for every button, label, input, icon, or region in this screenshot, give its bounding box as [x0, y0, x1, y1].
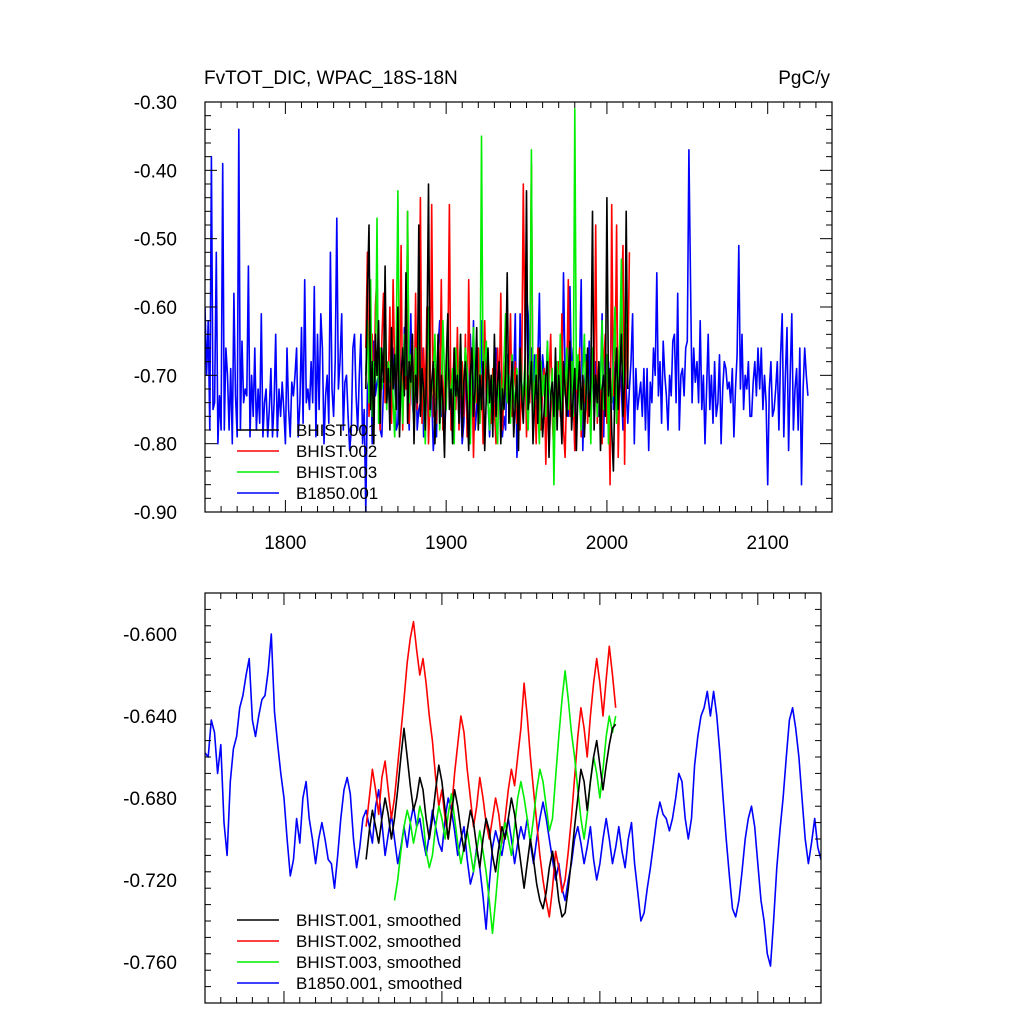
series-line-b1850-001-smoothed — [205, 633, 821, 967]
y-tick-label-m0p76: -0.760 — [123, 953, 177, 974]
plot-frame — [204, 592, 822, 1004]
x-tick-label-1900: 1900 — [425, 533, 467, 554]
series-line-bhist-001-smoothed — [365, 723, 617, 918]
chart-title: FvTOT_DIC, WPAC_18S-18N — [204, 68, 458, 89]
legend-label: BHIST.001, smoothed — [296, 911, 461, 930]
y-tick-label-m0p8: -0.80 — [134, 435, 177, 456]
series-lines — [205, 108, 809, 512]
y-tick-label-m0p9: -0.90 — [134, 503, 177, 524]
legend-label: B1850.001, smoothed — [296, 974, 462, 993]
y-tick-label-m0p3: -0.30 — [134, 93, 177, 114]
x-tick-label-1800: 1800 — [264, 533, 306, 554]
legend-label: BHIST.001 — [296, 421, 377, 440]
y-tick-label-m0p7: -0.70 — [134, 366, 177, 387]
y-tick-label-m0p72: -0.720 — [123, 871, 177, 892]
y-tick-label-m0p6: -0.60 — [134, 298, 177, 319]
y-tick-label-m0p5: -0.50 — [134, 230, 177, 251]
series-line-bhist-002-smoothed — [365, 620, 617, 918]
legend-label: BHIST.002, smoothed — [296, 932, 461, 951]
y-tick-label-m0p4: -0.40 — [134, 161, 177, 182]
legend-label: BHIST.002 — [296, 442, 377, 461]
legend-label: BHIST.003, smoothed — [296, 953, 461, 972]
legend-label: BHIST.003 — [296, 463, 377, 482]
y-tick-label-m0p68: -0.680 — [123, 789, 177, 810]
series-line-bhist-001 — [365, 183, 629, 472]
x-tick-label-2000: 2000 — [586, 533, 628, 554]
series-lines — [205, 620, 821, 967]
x-tick-label-2100: 2100 — [747, 533, 789, 554]
series-line-bhist-003-smoothed — [393, 670, 617, 935]
chart-units: PgC/y — [778, 68, 830, 89]
y-tick-label-m0p6: -0.600 — [123, 625, 177, 646]
bottom-panel: -0.760 -0.720 -0.680 -0.640 -0.600 BHIST.001,… — [123, 592, 822, 1004]
y-tick-label-m0p64: -0.640 — [123, 707, 177, 728]
series-line-bhist-003 — [365, 108, 629, 486]
legend: BHIST.001, smoothed BHIST.002, smoothed BH… — [237, 911, 462, 993]
top-panel: -0.90 -0.80 -0.70 -0.60 -0.50 -0.40 -0.30 1800 1… — [134, 93, 833, 554]
legend: BHIST.001 BHIST.002 BHIST.003 B1850.001 — [237, 421, 378, 503]
legend-label: B1850.001 — [296, 484, 378, 503]
